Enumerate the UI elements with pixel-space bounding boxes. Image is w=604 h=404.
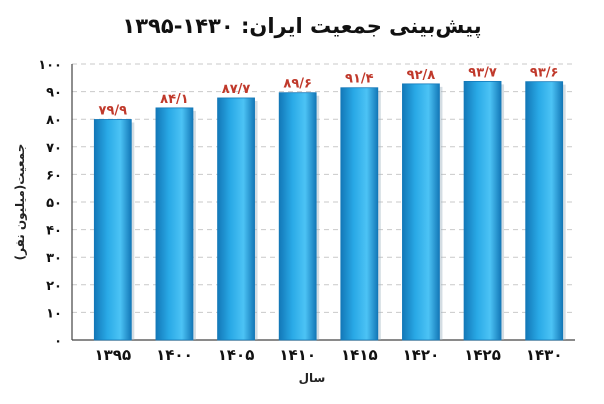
data-label: ۹۳/۶ (530, 66, 559, 81)
data-label: ۸۴/۱ (160, 92, 189, 107)
y-tick-label: ۹۰ (46, 86, 62, 101)
data-label: ۸۹/۶ (283, 77, 312, 92)
data-label: ۸۷/۷ (222, 82, 251, 97)
y-axis-title: جمعیت(میلیون نفر) (13, 144, 28, 261)
data-label: ۹۱/۴ (345, 72, 374, 87)
bar (463, 80, 502, 341)
y-tick-label: ۶۰ (46, 168, 62, 183)
bar (340, 87, 379, 341)
data-label: ۹۲/۸ (407, 68, 436, 83)
bar (402, 83, 440, 341)
x-axis-title: سال (299, 371, 326, 385)
x-tick-label: ۱۴۱۵ (341, 346, 378, 364)
bar (155, 107, 194, 341)
y-tick-label: ۲۰ (46, 279, 62, 294)
x-tick-label: ۱۴۰۰ (156, 346, 193, 364)
x-tick-label: ۱۴۱۰ (279, 346, 316, 364)
y-tick-label: ۱۰ (46, 306, 62, 321)
y-tick-label: ۸۰ (46, 113, 62, 128)
x-tick-label: ۱۴۲۵ (464, 346, 501, 364)
y-tick-label: ۴۰ (46, 224, 62, 239)
data-label: ۷۹/۹ (99, 103, 128, 118)
chart-title: پیش‌بینی جمعیت ایران: ۱۴۳۰-۱۳۹۵ (122, 14, 482, 38)
bar (278, 92, 317, 341)
y-tick-label: ۱۰۰ (38, 58, 62, 73)
bar (217, 97, 255, 341)
y-tick-label: ۷۰ (46, 141, 62, 156)
x-tick-label: ۱۴۳۰ (526, 346, 563, 364)
data-label: ۹۳/۷ (468, 65, 497, 80)
x-tick-label: ۱۴۲۰ (403, 346, 440, 364)
y-tick-label: ۳۰ (46, 251, 62, 266)
y-tick-label: ۰ (54, 334, 62, 349)
bar (525, 81, 564, 341)
y-tick-label: ۵۰ (46, 196, 62, 211)
x-tick-label: ۱۴۰۵ (218, 346, 255, 364)
x-tick-label: ۱۳۹۵ (95, 346, 132, 364)
bar (93, 119, 132, 341)
